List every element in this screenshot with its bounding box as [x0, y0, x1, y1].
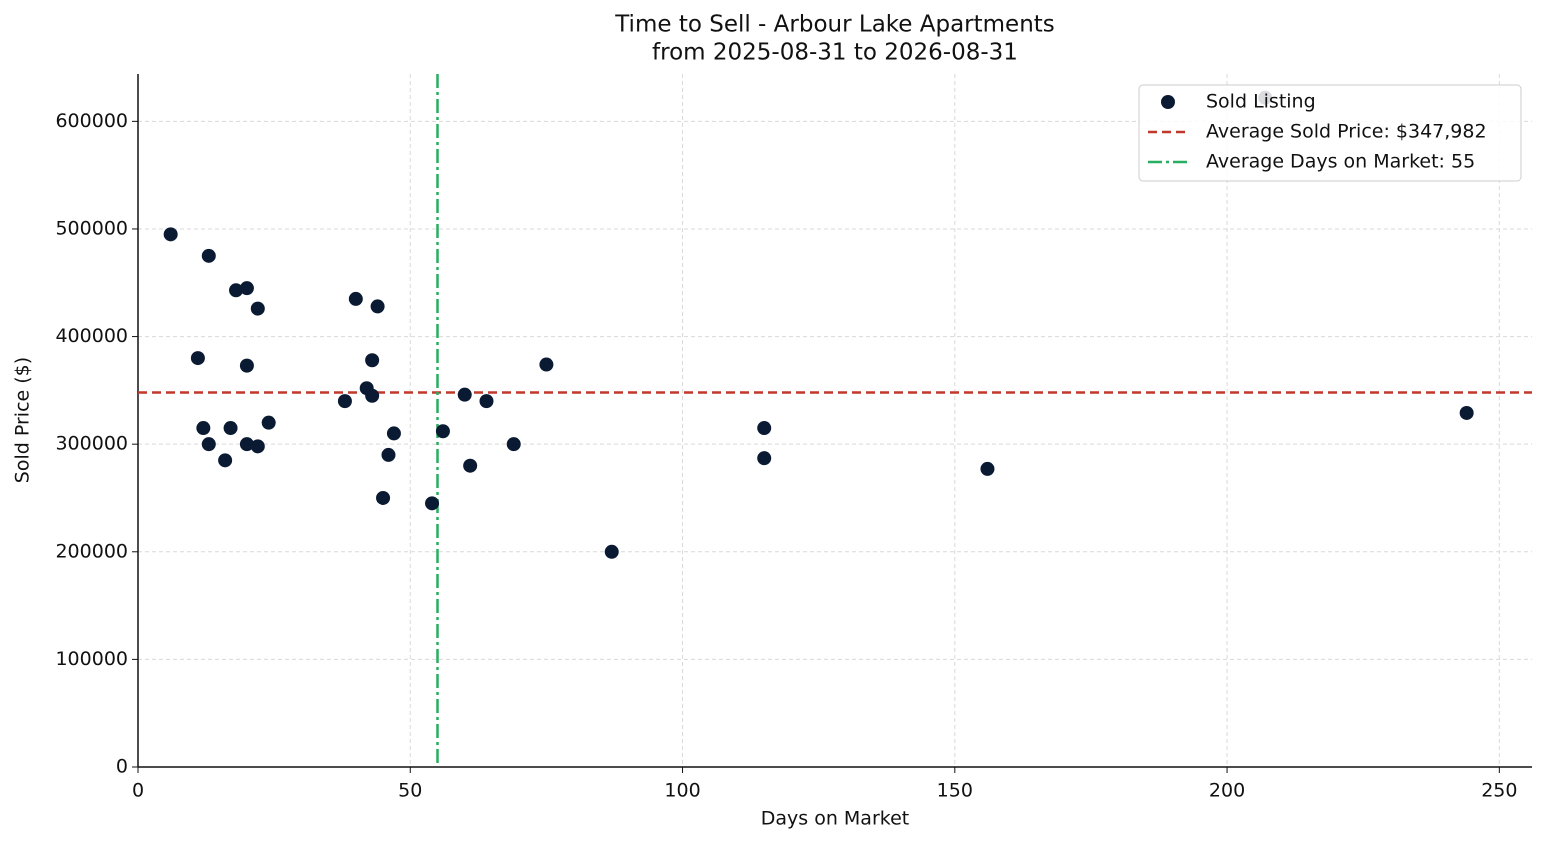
x-tick-label: 250 — [1481, 780, 1517, 802]
legend-label: Average Sold Price: $347,982 — [1206, 121, 1487, 143]
x-tick-label: 50 — [398, 780, 422, 802]
x-tick-label: 100 — [664, 780, 700, 802]
y-axis-label: Sold Price ($) — [12, 357, 34, 483]
x-axis-label: Days on Market — [761, 808, 909, 830]
data-point — [425, 496, 440, 511]
y-tick-label: 500000 — [55, 217, 128, 239]
data-point — [604, 544, 619, 559]
chart-subtitle: from 2025-08-31 to 2026-08-31 — [652, 40, 1018, 66]
x-tick-label: 200 — [1209, 780, 1245, 802]
data-point — [757, 421, 772, 436]
x-tick-label: 150 — [937, 780, 973, 802]
data-point — [250, 439, 265, 454]
data-point — [539, 357, 554, 372]
data-point — [381, 447, 396, 462]
data-point — [229, 283, 244, 298]
data-point — [239, 358, 254, 373]
x-tick-label: 0 — [132, 780, 144, 802]
data-point — [201, 248, 216, 263]
data-point — [239, 281, 254, 296]
y-tick-label: 400000 — [55, 325, 128, 347]
legend-marker — [1161, 95, 1175, 109]
data-point — [218, 453, 233, 468]
data-point — [506, 437, 521, 452]
y-tick-label: 100000 — [55, 648, 128, 670]
data-point — [457, 387, 472, 402]
data-point — [365, 353, 380, 368]
data-point — [370, 299, 385, 314]
data-point — [239, 437, 254, 452]
y-tick-label: 300000 — [55, 433, 128, 455]
data-point — [757, 451, 772, 466]
data-point — [376, 490, 391, 505]
data-point — [479, 394, 494, 409]
chart-title: Time to Sell - Arbour Lake Apartments — [614, 12, 1055, 38]
data-point — [250, 301, 265, 316]
y-tick-label: 600000 — [55, 110, 128, 132]
data-point — [435, 424, 450, 439]
data-point — [223, 421, 238, 436]
data-point — [337, 394, 352, 409]
data-point — [196, 421, 211, 436]
data-point — [1459, 405, 1474, 420]
data-point — [201, 437, 216, 452]
legend-label: Average Days on Market: 55 — [1206, 151, 1475, 173]
data-point — [190, 351, 205, 366]
y-tick-label: 200000 — [55, 540, 128, 562]
data-point — [386, 426, 401, 441]
data-point — [980, 461, 995, 476]
data-point — [163, 227, 178, 242]
legend-box — [1138, 84, 1522, 182]
data-point — [261, 415, 276, 430]
y-tick-label: 0 — [116, 756, 128, 778]
data-point — [348, 291, 363, 306]
legend-label: Sold Listing — [1206, 91, 1316, 113]
data-point — [463, 458, 478, 473]
data-point — [365, 388, 380, 403]
